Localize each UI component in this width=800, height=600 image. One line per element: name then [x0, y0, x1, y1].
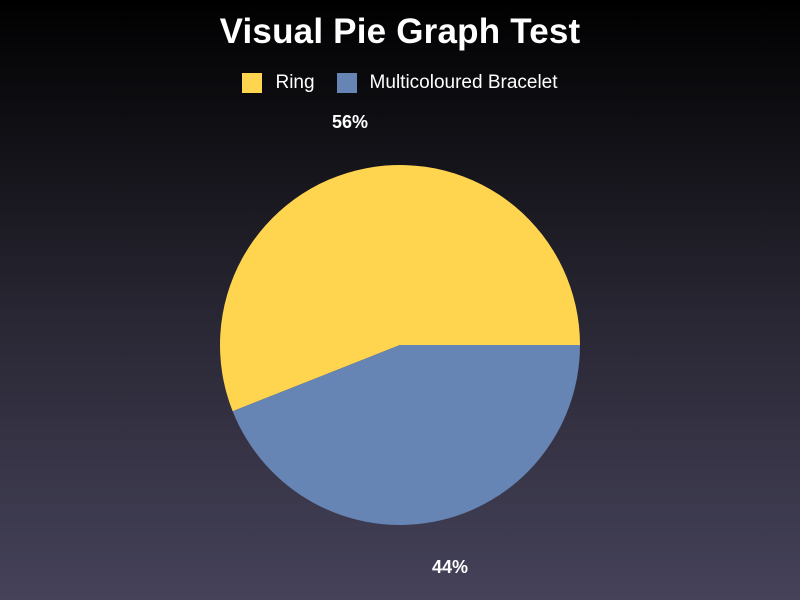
legend-item-bracelet: Multicoloured Bracelet: [336, 72, 558, 94]
pie-slice-ring: [220, 165, 580, 412]
pie-slices: [220, 165, 580, 526]
chart-legend: Ring Multicoloured Bracelet: [0, 72, 800, 94]
chart-title: Visual Pie Graph Test: [219, 12, 581, 51]
legend-swatch-bracelet: [336, 73, 357, 93]
pie-label-ring: 56%: [332, 112, 368, 132]
pie-labels: 56% 44%: [332, 112, 468, 577]
legend-label-ring: Ring: [275, 72, 315, 93]
pie-label-bracelet: 44%: [432, 557, 468, 577]
legend-item-ring: Ring: [242, 72, 315, 94]
legend-swatch-ring: [242, 73, 263, 93]
pie-slice-bracelet: [232, 345, 580, 526]
legend-label-bracelet: Multicoloured Bracelet: [369, 72, 558, 93]
